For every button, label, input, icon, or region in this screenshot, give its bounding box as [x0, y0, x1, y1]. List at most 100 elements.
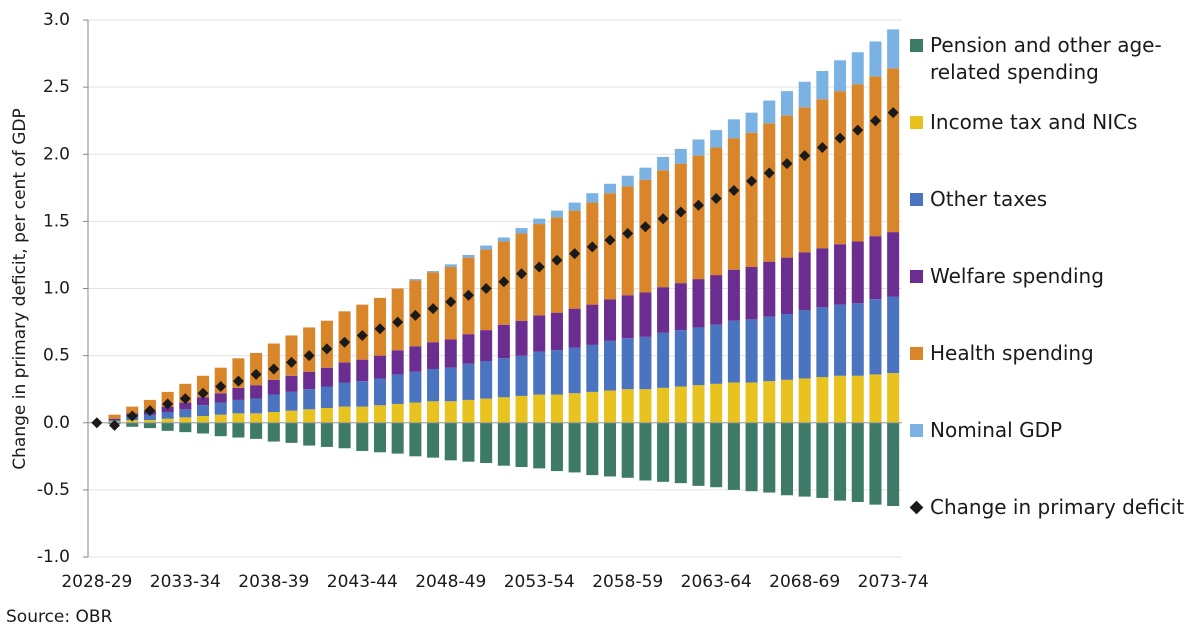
bar	[497, 237, 510, 242]
bar	[780, 115, 793, 258]
marker	[179, 393, 191, 405]
marker	[551, 254, 563, 266]
bar	[373, 355, 386, 379]
marker	[639, 221, 651, 233]
bar	[834, 422, 847, 501]
bar	[568, 210, 581, 309]
marker	[480, 283, 492, 294]
bar	[373, 378, 386, 406]
bar	[674, 148, 687, 164]
bar	[710, 130, 723, 148]
bar	[727, 422, 740, 490]
bar	[568, 347, 581, 394]
bar	[303, 389, 316, 410]
legend-swatch	[910, 39, 923, 52]
bar	[568, 393, 581, 423]
bar	[427, 422, 440, 458]
bar	[851, 241, 864, 304]
bar	[798, 252, 811, 310]
bar	[887, 232, 900, 297]
bar	[214, 414, 227, 423]
bar	[214, 422, 227, 437]
bar	[214, 393, 227, 403]
bar	[674, 330, 687, 387]
y-tick-label: 1.5	[43, 211, 70, 231]
bar	[462, 334, 475, 364]
bar	[745, 319, 758, 383]
bar	[161, 412, 174, 419]
bar	[427, 369, 440, 402]
bar	[727, 382, 740, 423]
bar	[161, 422, 174, 431]
marker	[215, 381, 227, 393]
bar	[427, 401, 440, 423]
bar	[143, 420, 156, 423]
bar	[320, 407, 333, 423]
bar	[338, 406, 351, 423]
bar	[303, 327, 316, 372]
bar	[887, 422, 900, 506]
bar	[356, 359, 369, 382]
bar	[816, 248, 829, 308]
bar	[621, 186, 634, 296]
bar	[621, 422, 634, 478]
bar	[586, 391, 599, 423]
legend-swatch	[910, 116, 923, 129]
y-tick-label: 0.5	[43, 346, 70, 366]
bar	[674, 163, 687, 284]
bar	[320, 422, 333, 447]
bar	[320, 386, 333, 408]
bar	[480, 422, 493, 464]
bar	[285, 422, 298, 443]
bar	[763, 316, 776, 382]
bar	[515, 395, 528, 423]
bar	[161, 418, 174, 423]
bar	[391, 350, 404, 375]
legend-label: Welfare spending	[930, 264, 1104, 288]
x-tick-label: 2053-54	[504, 572, 575, 592]
bar	[834, 244, 847, 305]
marker	[250, 368, 262, 380]
bar	[586, 422, 599, 476]
legend-label: Pension and other age-related spending	[930, 33, 1162, 84]
bar	[798, 81, 811, 108]
bar	[816, 71, 829, 100]
bar	[108, 418, 121, 421]
bar	[338, 422, 351, 449]
x-tick-label: 2068-69	[769, 572, 840, 592]
bar	[887, 373, 900, 423]
bar	[373, 422, 386, 453]
legend-label: Health spending	[930, 341, 1094, 365]
bar	[780, 257, 793, 315]
bar	[798, 422, 811, 497]
bar	[550, 350, 563, 395]
bar	[550, 394, 563, 423]
marker	[834, 132, 846, 144]
bar	[692, 385, 705, 423]
marker	[109, 419, 121, 431]
bar	[834, 91, 847, 245]
legend-swatch	[910, 424, 923, 437]
bar	[550, 210, 563, 218]
bar	[834, 375, 847, 423]
bar	[497, 358, 510, 398]
y-tick-label: 2.5	[43, 77, 70, 97]
bar	[303, 371, 316, 390]
bar	[285, 410, 298, 423]
legend-item: Other taxes	[910, 186, 1047, 213]
marker	[816, 142, 828, 154]
bar	[816, 99, 829, 249]
bar	[409, 371, 422, 403]
bar	[303, 422, 316, 446]
bar	[285, 391, 298, 411]
bar	[869, 299, 882, 375]
bar	[497, 397, 510, 423]
marker	[339, 336, 351, 348]
bar	[851, 52, 864, 85]
legend-swatch	[910, 347, 923, 360]
bar	[816, 422, 829, 498]
legend-swatch	[910, 193, 923, 206]
legend-item: Income tax and NICs	[910, 109, 1137, 136]
bar	[409, 279, 422, 281]
bar	[533, 422, 546, 469]
